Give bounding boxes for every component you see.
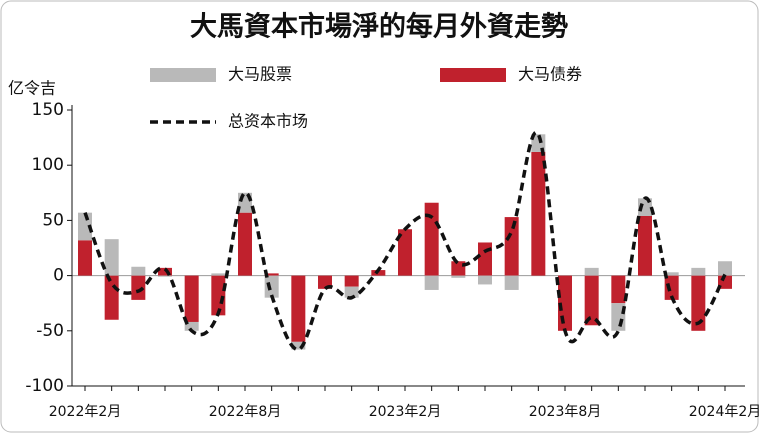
bar <box>158 267 172 276</box>
legend-label: 大马股票 <box>228 65 292 84</box>
y-tick-label: 0 <box>53 266 64 286</box>
bar <box>344 275 359 287</box>
bar <box>504 275 519 290</box>
bar <box>238 212 252 276</box>
bar <box>478 275 492 285</box>
x-tick-label: 2024年2月 <box>689 404 759 420</box>
total-line <box>83 130 727 352</box>
y-tick-label: 50 <box>42 210 64 230</box>
chart-title: 大馬資本市場淨的每月外資走勢 <box>190 11 568 43</box>
legend-swatch <box>440 68 506 82</box>
y-tick-label: -50 <box>36 321 64 341</box>
bar <box>211 275 226 316</box>
bar <box>531 134 546 152</box>
bar <box>131 275 146 300</box>
legend-label: 总资本市场 <box>228 112 308 131</box>
legend-label: 大马债券 <box>518 65 582 84</box>
bar <box>558 275 572 331</box>
bar <box>264 275 279 298</box>
y-axis-label: 亿令吉 <box>8 79 56 98</box>
x-tick-label: 2022年2月 <box>49 404 122 420</box>
bar <box>451 275 466 278</box>
x-tick-label: 2023年8月 <box>529 404 602 420</box>
bar <box>584 267 599 276</box>
bar <box>504 217 519 276</box>
bar <box>184 321 199 331</box>
bar <box>691 275 706 331</box>
y-tick-label: -100 <box>25 376 64 396</box>
bar <box>691 267 706 276</box>
y-tick-label: 150 <box>32 100 64 120</box>
bar <box>291 341 306 350</box>
bar <box>398 229 412 276</box>
bar <box>211 273 226 276</box>
x-tick-label: 2022年8月 <box>209 404 282 420</box>
bar <box>611 275 626 304</box>
x-tick-label: 2023年2月 <box>369 404 442 420</box>
legend-swatch <box>150 68 216 82</box>
bar <box>451 261 466 276</box>
bar <box>584 275 599 326</box>
bar <box>664 272 679 276</box>
bar <box>158 275 172 277</box>
bar <box>638 215 652 276</box>
bar <box>264 273 279 276</box>
bar <box>291 275 306 342</box>
bar <box>104 275 119 320</box>
bar <box>78 240 92 276</box>
bar <box>664 275 679 300</box>
bar <box>424 202 439 276</box>
bar <box>104 239 119 276</box>
bar <box>718 261 732 276</box>
y-tick-label: 100 <box>32 155 64 175</box>
bar <box>344 286 359 298</box>
bar <box>531 151 546 276</box>
bar <box>131 266 146 276</box>
bar <box>424 275 439 290</box>
bar <box>184 275 199 322</box>
